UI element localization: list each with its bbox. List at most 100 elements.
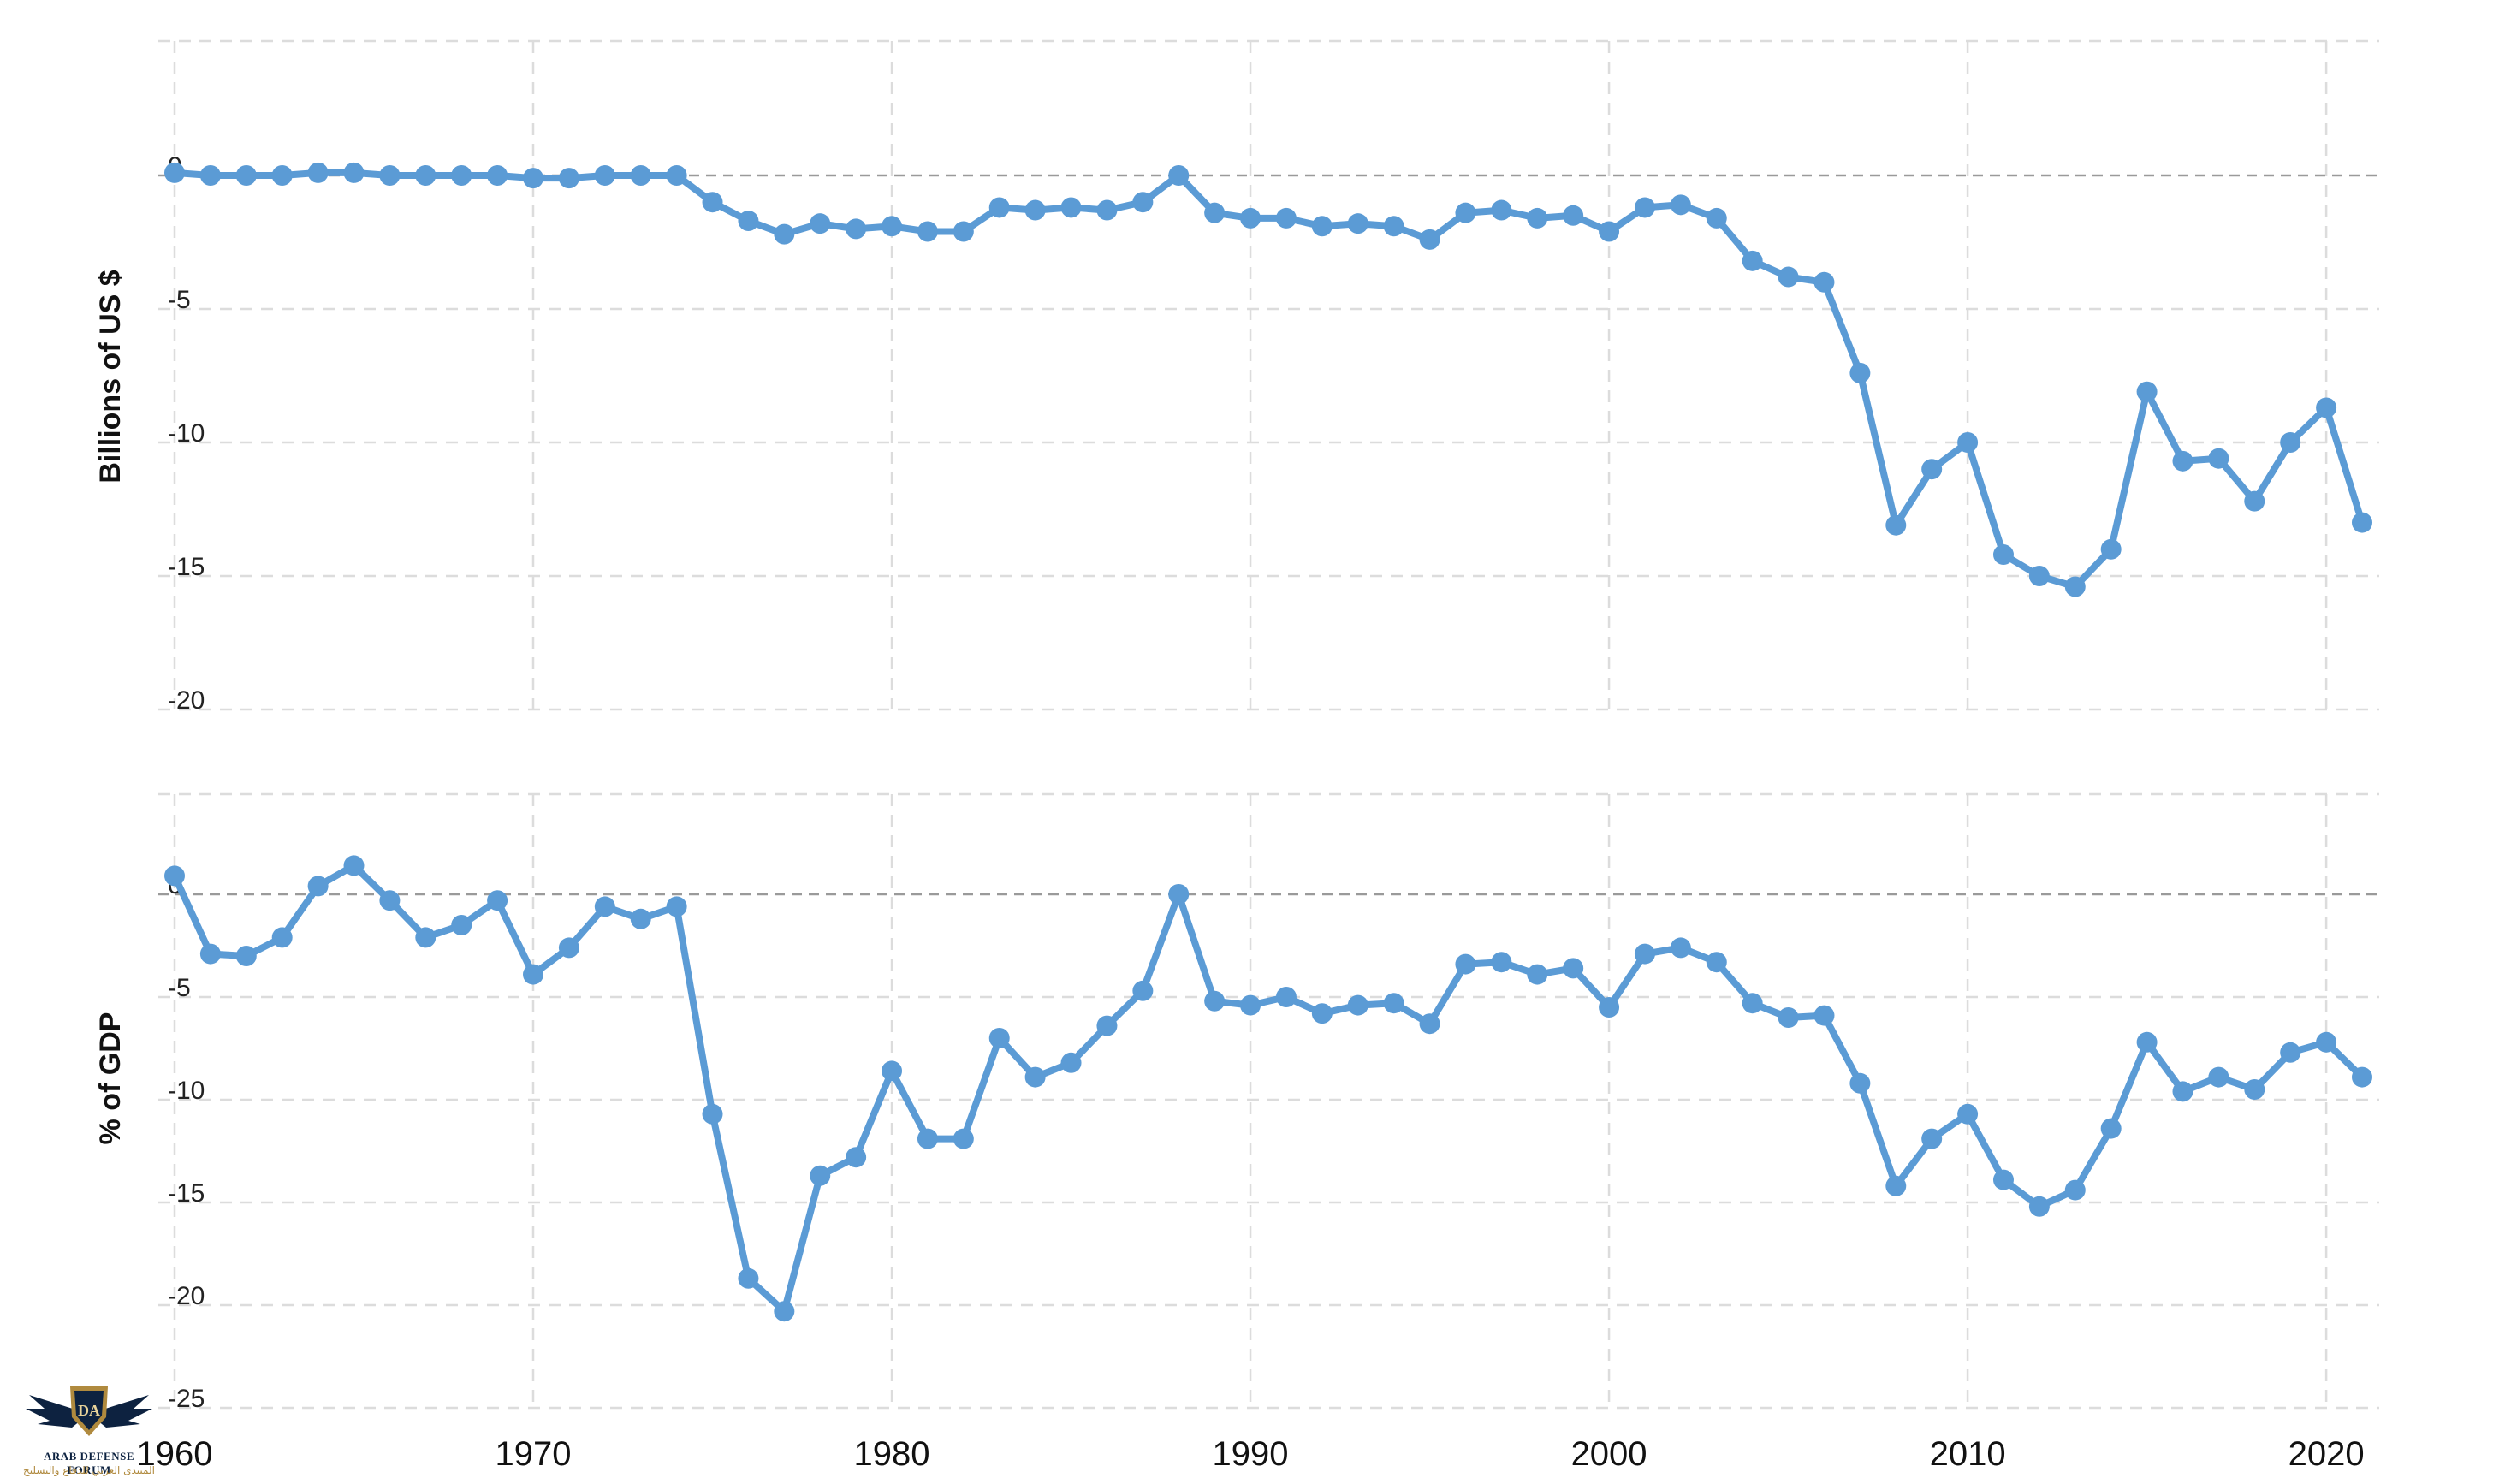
data-point (164, 865, 185, 887)
data-point (774, 1301, 795, 1322)
data-point (2064, 1179, 2086, 1201)
data-point (2244, 1079, 2265, 1100)
data-point (2244, 490, 2265, 512)
data-point (1168, 165, 1190, 186)
data-point (1060, 1052, 1082, 1073)
data-point (1347, 994, 1368, 1016)
data-point (882, 216, 903, 237)
data-point (1885, 1175, 1907, 1196)
data-point (2316, 1031, 2337, 1053)
data-point (702, 192, 723, 213)
data-point (1742, 250, 1763, 271)
data-point (1814, 271, 1835, 293)
data-point (1455, 202, 1476, 223)
data-point (1455, 953, 1476, 975)
data-point (343, 162, 365, 183)
data-point (343, 855, 365, 876)
y-axis-label: Billions of US $ (94, 270, 127, 483)
data-point (594, 896, 615, 917)
data-point (630, 908, 651, 929)
data-point (379, 165, 401, 186)
data-point (1921, 1128, 1943, 1149)
data-point (199, 943, 221, 965)
data-point (1275, 987, 1297, 1007)
x-axis: 1960 1970 1980 1990 2000 2010 2020 (137, 1435, 2365, 1473)
data-point (774, 223, 795, 245)
data-point (1096, 199, 1118, 221)
data-point (451, 165, 472, 186)
y-tick-label: -15 (168, 553, 205, 581)
y-tick-label: -10 (168, 1077, 205, 1105)
y-tick-label: -5 (168, 286, 191, 314)
data-point (235, 165, 257, 186)
data-point (1204, 990, 1226, 1012)
data-point (1992, 544, 2014, 566)
x-tick-label: 2000 (1571, 1435, 1647, 1473)
data-point (2208, 1066, 2229, 1088)
eagle-emblem-icon: DA (26, 1386, 152, 1436)
series-line (171, 862, 2366, 1315)
data-point (1849, 1072, 1871, 1094)
data-point (1849, 362, 1871, 383)
data-point (1132, 980, 1154, 1001)
data-point (2136, 381, 2158, 402)
x-tick-label: 1960 (137, 1435, 213, 1473)
data-point (379, 890, 401, 911)
data-point (2280, 1042, 2301, 1063)
data-point (1132, 192, 1154, 213)
data-point (1527, 964, 1548, 985)
data-point (810, 1165, 831, 1186)
data-point (2136, 1031, 2158, 1053)
data-point (1311, 216, 1333, 237)
data-point (1491, 952, 1512, 973)
data-point (1311, 1003, 1333, 1024)
data-point (917, 1128, 938, 1149)
data-point (307, 162, 329, 183)
data-point (702, 1103, 723, 1125)
x-tick-label: 1970 (496, 1435, 572, 1473)
data-point (1634, 943, 1655, 965)
data-point (1096, 1015, 1118, 1036)
data-point (882, 1060, 903, 1082)
data-point (558, 937, 579, 959)
data-point (1778, 1007, 1799, 1028)
data-point (487, 165, 508, 186)
data-point (2172, 1081, 2193, 1102)
data-point (1670, 937, 1691, 959)
data-point (953, 1128, 974, 1149)
data-point (2208, 448, 2229, 469)
data-point (988, 197, 1010, 218)
data-point (558, 168, 579, 189)
data-point (2316, 397, 2337, 418)
data-point (415, 165, 436, 186)
logo-name-en: ARAB DEFENSE FORUM (43, 1450, 135, 1476)
data-point (630, 165, 651, 186)
data-point (1240, 994, 1261, 1016)
data-point (917, 221, 938, 242)
data-point (1240, 207, 1261, 229)
data-point (846, 218, 867, 240)
data-point (1885, 514, 1907, 536)
data-point (1383, 216, 1404, 237)
data-point (523, 168, 544, 189)
data-point (2352, 512, 2372, 533)
data-point (988, 1028, 1010, 1048)
data-point (415, 927, 436, 948)
data-point (451, 915, 472, 935)
data-point (594, 165, 615, 186)
y-axis-label: % of GDP (94, 1012, 127, 1145)
data-point (666, 896, 687, 917)
data-point (1706, 207, 1727, 229)
data-point (953, 221, 974, 242)
data-point (523, 964, 544, 985)
x-tick-label: 2020 (2288, 1435, 2365, 1473)
data-point (1563, 205, 1584, 226)
y-tick-label: -20 (168, 1282, 205, 1310)
data-point (1024, 199, 1046, 221)
data-point (1024, 1066, 1046, 1088)
logo-monogram: DA (78, 1402, 100, 1419)
data-point (2064, 576, 2086, 597)
data-point (1634, 197, 1655, 218)
data-point (1814, 1005, 1835, 1026)
